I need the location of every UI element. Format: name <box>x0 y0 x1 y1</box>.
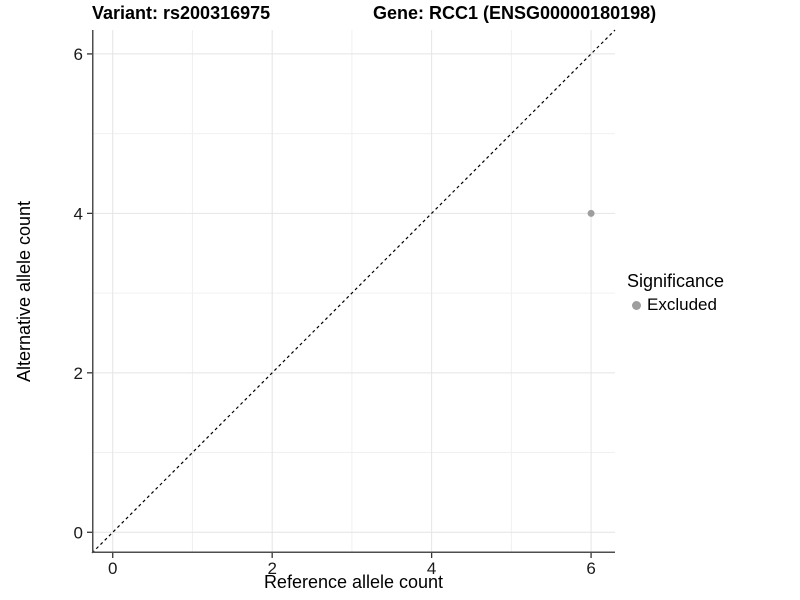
legend-item: Excluded <box>627 295 724 315</box>
data-point <box>587 209 595 217</box>
y-tick-label: 6 <box>74 45 83 64</box>
y-tick-label: 2 <box>74 364 83 383</box>
x-tick-label: 2 <box>267 559 276 578</box>
identity-line <box>91 29 616 554</box>
x-tick-label: 6 <box>586 559 595 578</box>
legend-item-label: Excluded <box>647 295 717 314</box>
x-tick-label: 4 <box>427 559 436 578</box>
x-axis-title: Reference allele count <box>263 572 444 592</box>
plot-title-variant: Variant: rs200316975 <box>92 3 271 23</box>
plot-title-gene: Gene: RCC1 (ENSG00000180198) <box>373 3 657 23</box>
y-axis-title: Alternative allele count <box>14 200 35 383</box>
y-axis-title-wrap: Alternative allele count <box>8 30 42 553</box>
plot-canvas: 0 2 4 6 0 2 4 6 <box>74 29 616 578</box>
legend: Significance Excluded <box>627 271 724 315</box>
x-tick-label: 0 <box>108 559 117 578</box>
legend-items: Excluded <box>627 295 724 315</box>
legend-title: Significance <box>627 271 725 291</box>
y-tick-label: 0 <box>74 523 83 542</box>
plot-panel: 0 2 4 6 0 2 4 6 <box>74 29 616 578</box>
legend-marker-circle-icon <box>632 300 641 310</box>
y-tick-label: 4 <box>74 204 83 223</box>
